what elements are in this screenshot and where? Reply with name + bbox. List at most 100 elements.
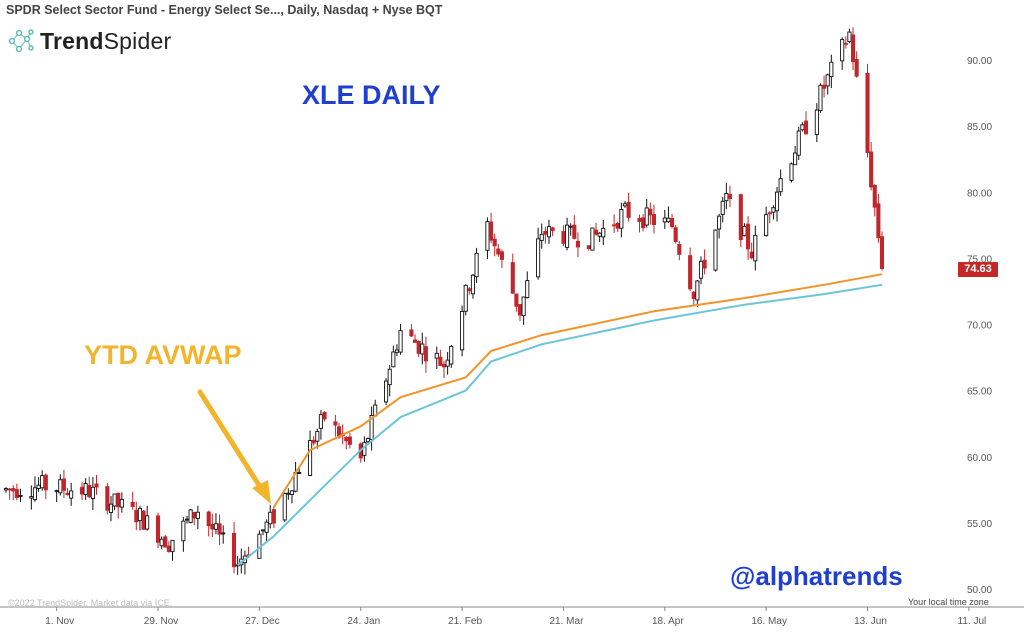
avwap-lines — [237, 273, 883, 566]
candle — [546, 219, 552, 244]
trendspider-logo: TrendSpider — [8, 26, 171, 56]
candle — [210, 513, 215, 537]
candle — [159, 536, 164, 550]
candle — [536, 227, 541, 280]
candle — [369, 406, 374, 451]
candle — [778, 169, 783, 196]
candle — [192, 511, 197, 526]
candle — [753, 225, 758, 271]
candle — [738, 193, 743, 248]
candle — [94, 475, 99, 495]
x-tick-label: 21. Mar — [550, 616, 585, 627]
candle — [119, 492, 124, 513]
candle — [666, 206, 671, 224]
candle — [467, 286, 472, 295]
candle — [814, 103, 819, 143]
candle — [774, 187, 780, 222]
candle — [69, 482, 74, 506]
candle — [242, 550, 247, 575]
candle — [521, 296, 526, 325]
candle — [593, 222, 599, 236]
candle — [221, 525, 226, 544]
candle — [539, 223, 544, 249]
candle — [260, 529, 266, 536]
candle — [289, 490, 295, 504]
candle — [365, 437, 371, 444]
candle — [550, 226, 555, 236]
candle — [651, 204, 657, 234]
candle — [134, 501, 139, 531]
candle — [829, 54, 834, 89]
copyright-text: ©2022 TrendSpider. Market data via ICE. — [8, 598, 173, 608]
candle — [90, 477, 95, 511]
candle — [130, 491, 135, 510]
candle — [409, 324, 414, 338]
timezone-label: Your local time zone — [908, 597, 989, 607]
candle — [213, 513, 219, 535]
candle — [105, 482, 110, 515]
candle — [308, 430, 313, 476]
candle — [170, 539, 175, 561]
candle — [231, 521, 237, 574]
candle — [83, 478, 88, 500]
candle — [597, 232, 602, 243]
candle — [166, 541, 171, 553]
candle — [825, 73, 830, 95]
candle — [40, 470, 45, 491]
candle — [438, 349, 443, 367]
avwap-line — [237, 283, 883, 566]
candle — [517, 304, 523, 322]
candle — [65, 487, 70, 496]
x-axis: 1. Nov 29. Nov 27. Dec 24. Jan 21. Feb 21. Ma… — [0, 606, 1024, 627]
candle — [217, 514, 222, 546]
candle — [691, 291, 696, 306]
candle — [441, 360, 447, 379]
candle — [271, 505, 276, 529]
x-tick-label: 27. Dec — [245, 616, 279, 627]
candle — [850, 27, 856, 71]
x-tick-label: 1. Nov — [45, 616, 74, 627]
candle — [36, 477, 41, 492]
candle — [869, 141, 874, 191]
candle — [803, 111, 809, 135]
candle — [29, 485, 34, 510]
candle — [662, 209, 667, 229]
candle — [822, 75, 827, 98]
x-tick-label: 29. Nov — [144, 616, 178, 627]
candle — [619, 202, 624, 238]
candle — [648, 202, 653, 225]
candle — [669, 213, 675, 229]
candle — [615, 221, 620, 233]
x-tick-label: 13. Jun — [854, 616, 887, 627]
candle — [333, 414, 338, 437]
candle — [460, 305, 465, 357]
candle — [155, 512, 161, 549]
candle — [764, 206, 769, 237]
candle — [445, 352, 450, 375]
candle — [318, 410, 323, 440]
author-handle: @alphatrends — [730, 561, 903, 591]
candle — [43, 473, 48, 500]
candle — [746, 216, 751, 260]
candle — [698, 256, 704, 285]
y-tick-label: 80.00 — [967, 188, 992, 199]
candle — [590, 227, 595, 251]
candle — [344, 435, 349, 450]
candle — [420, 332, 425, 365]
annotation-arrow — [197, 389, 271, 504]
candle — [565, 217, 570, 251]
x-tick-label: 16. May — [751, 616, 787, 627]
candle — [575, 232, 580, 258]
candle — [108, 495, 114, 522]
candle — [257, 530, 262, 559]
candle — [282, 492, 287, 522]
candle — [641, 214, 646, 232]
candle — [87, 476, 92, 499]
candle — [398, 323, 403, 355]
candle — [137, 505, 142, 531]
candle — [384, 378, 389, 405]
candle — [394, 344, 399, 356]
candle — [11, 485, 16, 501]
candle — [79, 482, 85, 500]
